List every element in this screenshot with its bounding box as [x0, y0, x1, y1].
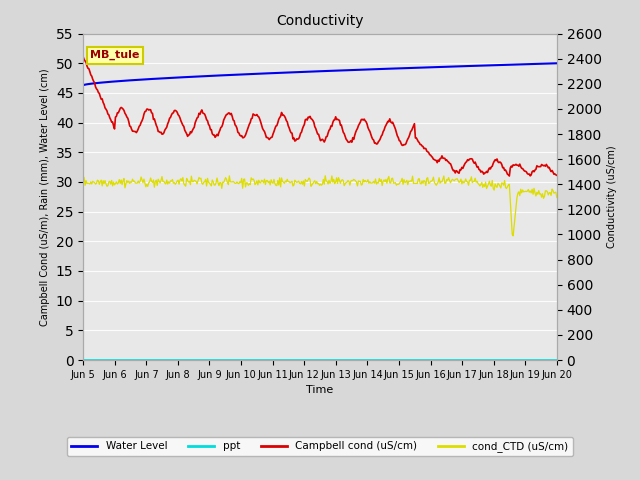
Text: MB_tule: MB_tule: [90, 50, 140, 60]
Y-axis label: Campbell Cond (uS/m), Rain (mm), Water Level (cm): Campbell Cond (uS/m), Rain (mm), Water L…: [40, 68, 51, 325]
Y-axis label: Conductivity (uS/cm): Conductivity (uS/cm): [607, 145, 618, 248]
X-axis label: Time: Time: [307, 385, 333, 395]
Title: Conductivity: Conductivity: [276, 14, 364, 28]
Legend: Water Level, ppt, Campbell cond (uS/cm), cond_CTD (uS/cm): Water Level, ppt, Campbell cond (uS/cm),…: [67, 437, 573, 456]
